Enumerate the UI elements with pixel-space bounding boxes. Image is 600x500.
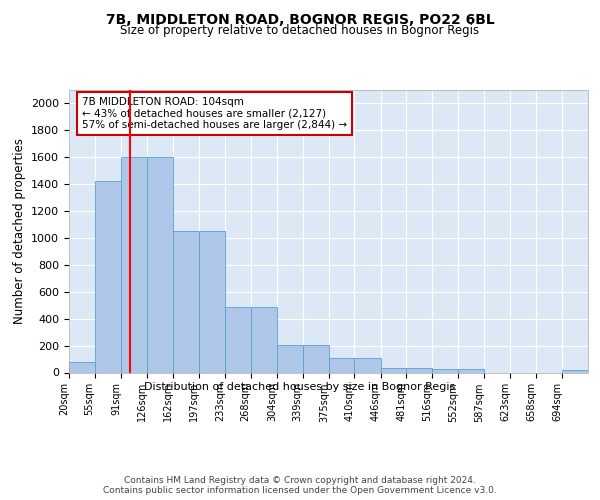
- Bar: [432, 369, 458, 372]
- Text: Contains HM Land Registry data © Crown copyright and database right 2024.
Contai: Contains HM Land Registry data © Crown c…: [103, 476, 497, 495]
- Bar: [121, 158, 146, 372]
- Bar: [146, 158, 173, 372]
- Bar: [277, 345, 302, 372]
- Bar: [381, 368, 406, 372]
- Bar: [95, 182, 121, 372]
- Text: Distribution of detached houses by size in Bognor Regis: Distribution of detached houses by size …: [145, 382, 455, 392]
- Y-axis label: Number of detached properties: Number of detached properties: [13, 138, 26, 324]
- Bar: [225, 306, 251, 372]
- Text: Size of property relative to detached houses in Bognor Regis: Size of property relative to detached ho…: [121, 24, 479, 37]
- Bar: [302, 345, 329, 372]
- Bar: [173, 231, 199, 372]
- Bar: [355, 358, 381, 372]
- Bar: [458, 369, 484, 372]
- Bar: [251, 306, 277, 372]
- Text: 7B MIDDLETON ROAD: 104sqm
← 43% of detached houses are smaller (2,127)
57% of se: 7B MIDDLETON ROAD: 104sqm ← 43% of detac…: [82, 97, 347, 130]
- Bar: [329, 358, 355, 372]
- Bar: [69, 362, 95, 372]
- Text: 7B, MIDDLETON ROAD, BOGNOR REGIS, PO22 6BL: 7B, MIDDLETON ROAD, BOGNOR REGIS, PO22 6…: [106, 12, 494, 26]
- Bar: [406, 368, 432, 372]
- Bar: [199, 231, 225, 372]
- Bar: [562, 370, 588, 372]
